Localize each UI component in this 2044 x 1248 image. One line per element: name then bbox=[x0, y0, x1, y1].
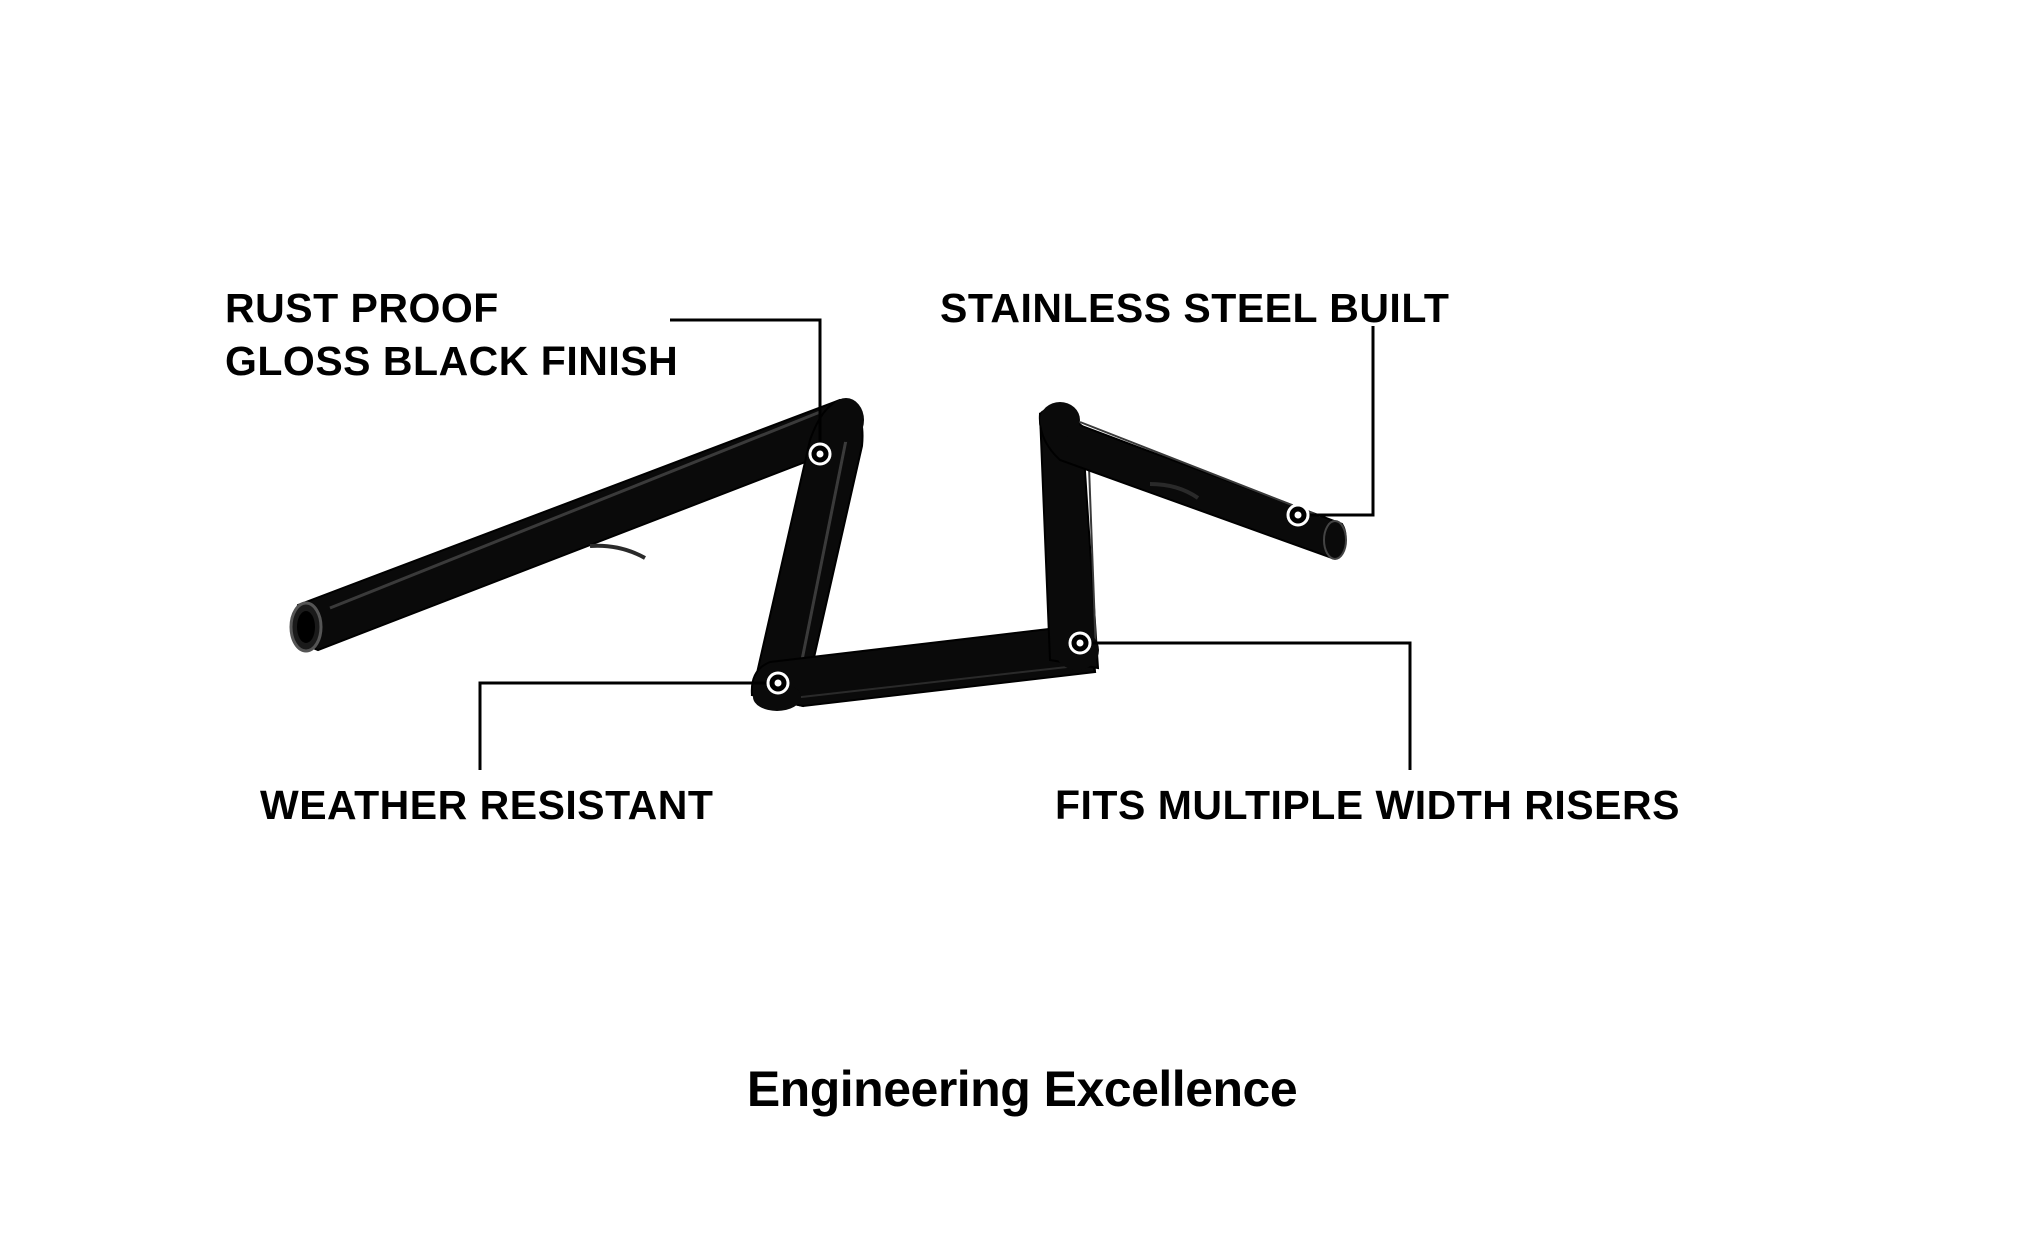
label-stainless: STAINLESS STEEL BUILT bbox=[940, 282, 1449, 335]
leader-stainless bbox=[1298, 326, 1373, 515]
label-rust-proof-line2: GLOSS BLACK FINISH bbox=[225, 335, 678, 388]
leader-weather bbox=[480, 683, 778, 770]
marker-rust-proof bbox=[810, 444, 830, 464]
label-rust-proof-line1: RUST PROOF bbox=[225, 282, 678, 335]
label-weather: WEATHER RESISTANT bbox=[260, 779, 713, 832]
leader-fits bbox=[1080, 643, 1410, 770]
marker-fits bbox=[1070, 633, 1090, 653]
marker-stainless bbox=[1288, 505, 1308, 525]
infographic-container: RUST PROOF GLOSS BLACK FINISH STAINLESS … bbox=[0, 0, 2044, 1248]
label-fits: FITS MULTIPLE WIDTH RISERS bbox=[1055, 779, 1680, 832]
marker-weather bbox=[768, 673, 788, 693]
label-rust-proof: RUST PROOF GLOSS BLACK FINISH bbox=[225, 282, 678, 389]
caption-title: Engineering Excellence bbox=[747, 1060, 1297, 1118]
